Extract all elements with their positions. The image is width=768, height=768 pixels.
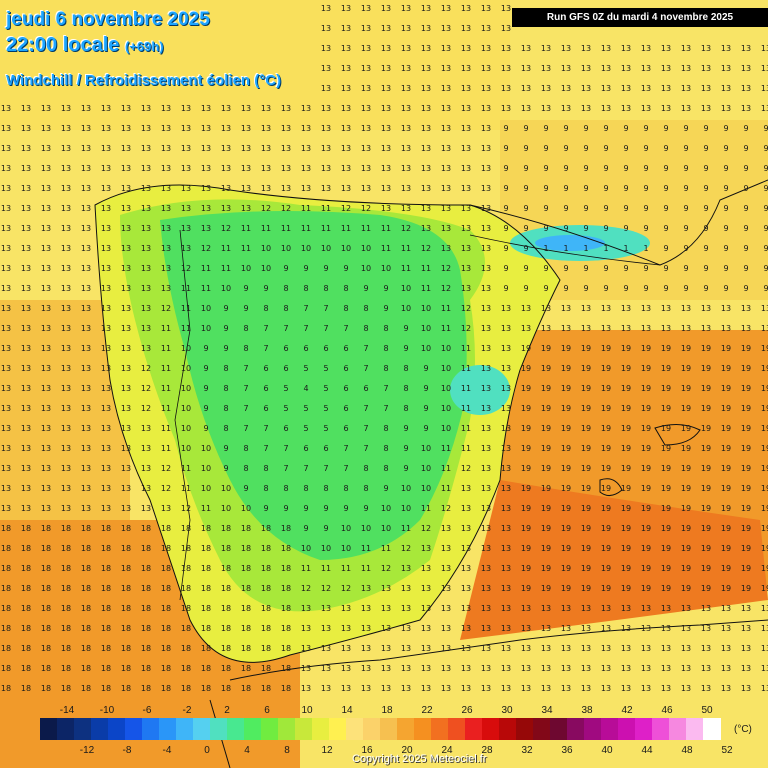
legend-tick-bottom: 4 [244, 745, 250, 756]
legend-swatch [244, 718, 262, 740]
legend-tick-bottom: 36 [561, 745, 573, 756]
legend-tick-top: 26 [461, 705, 473, 716]
legend-swatch [193, 718, 211, 740]
legend-tick-bottom: 12 [321, 745, 333, 756]
legend-swatch [482, 718, 500, 740]
legend-tick-top: 50 [701, 705, 713, 716]
legend-tick-bottom: 32 [521, 745, 533, 756]
legend-swatch [91, 718, 109, 740]
legend-swatch [329, 718, 347, 740]
legend-tick-top: -6 [142, 705, 152, 716]
legend-swatch [601, 718, 619, 740]
legend-tick-bottom: 0 [204, 745, 210, 756]
legend-swatch [414, 718, 432, 740]
legend-tick-bottom: 20 [401, 745, 413, 756]
legend-tick-top: 38 [581, 705, 593, 716]
legend-tick-top: 30 [501, 705, 513, 716]
legend-tick-top: 34 [541, 705, 553, 716]
legend-swatch [159, 718, 177, 740]
legend-swatch [142, 718, 160, 740]
legend-swatch [635, 718, 653, 740]
legend-tick-bottom: -8 [122, 745, 132, 756]
legend-swatch [74, 718, 92, 740]
balearic-islands [654, 424, 701, 446]
legend-swatch [448, 718, 466, 740]
legend-swatch [227, 718, 245, 740]
legend-tick-bottom: 16 [361, 745, 373, 756]
ibiza-island [599, 478, 623, 496]
africa-coastline [229, 619, 768, 681]
legend-swatch [652, 718, 670, 740]
iberia-coastline [94, 184, 561, 663]
legend-tick-bottom: 48 [681, 745, 693, 756]
copyright: Copyright 2025 Meteociel.fr [352, 753, 487, 765]
france-coastline [469, 179, 768, 266]
legend-tick-top: 6 [264, 705, 270, 716]
legend-swatch [567, 718, 585, 740]
parameter-title: Windchill / Refroidissement éolien (°C) [6, 72, 282, 89]
legend-swatch [295, 718, 313, 740]
legend-swatch [397, 718, 415, 740]
run-info: Run GFS 0Z du mardi 4 novembre 2025 [512, 8, 768, 27]
legend-swatch [380, 718, 398, 740]
legend-tick-bottom: 8 [284, 745, 290, 756]
legend-tick-top: -10 [99, 705, 115, 716]
legend-swatch [431, 718, 449, 740]
legend-swatch [125, 718, 143, 740]
legend-swatch [550, 718, 568, 740]
legend-swatch [346, 718, 364, 740]
meseta-cool-zone [160, 211, 467, 560]
legend-swatch [618, 718, 636, 740]
legend-swatch [533, 718, 551, 740]
portugal-border [174, 229, 191, 601]
legend-swatch [669, 718, 687, 740]
legend-tick-top: 18 [381, 705, 393, 716]
legend-tick-top: -2 [182, 705, 192, 716]
legend-swatch [261, 718, 279, 740]
legend-swatch [703, 718, 721, 740]
legend-swatch [686, 718, 704, 740]
legend-swatch [584, 718, 602, 740]
legend-tick-bottom: 28 [481, 745, 493, 756]
legend-unit: (°C) [734, 724, 752, 735]
legend-tick-top: 2 [224, 705, 230, 716]
legend-tick-top: 14 [341, 705, 353, 716]
legend-tick-bottom: -4 [162, 745, 172, 756]
color-legend [40, 718, 721, 740]
legend-swatch [363, 718, 381, 740]
legend-swatch [57, 718, 75, 740]
legend-swatch [176, 718, 194, 740]
iberian-system-cold-zone [450, 365, 510, 415]
time-label: 22:00 locale [6, 34, 120, 56]
legend-swatch [278, 718, 296, 740]
legend-swatch [516, 718, 534, 740]
legend-swatch [210, 718, 228, 740]
legend-tick-bottom: 44 [641, 745, 653, 756]
time-title: 22:00 locale (+69h) [6, 34, 164, 57]
pyrenees-core-zone [535, 235, 605, 251]
legend-tick-top: 42 [621, 705, 633, 716]
legend-tick-top: 10 [301, 705, 313, 716]
lead-time-label: (+69h) [124, 39, 164, 54]
legend-tick-top: 22 [421, 705, 433, 716]
atlantic-north-zone [0, 0, 510, 130]
legend-tick-bottom: 24 [441, 745, 453, 756]
legend-tick-bottom: -12 [79, 745, 95, 756]
pyrenees-border [469, 234, 661, 266]
legend-swatch [465, 718, 483, 740]
legend-tick-top: 46 [661, 705, 673, 716]
legend-swatch [499, 718, 517, 740]
legend-tick-top: -14 [59, 705, 75, 716]
legend-swatch [312, 718, 330, 740]
date-title: jeudi 6 novembre 2025 [6, 9, 210, 30]
legend-tick-bottom: 52 [721, 745, 733, 756]
legend-tick-bottom: 40 [601, 745, 613, 756]
legend-swatch [40, 718, 58, 740]
warm-zone [460, 480, 768, 640]
legend-swatch [108, 718, 126, 740]
